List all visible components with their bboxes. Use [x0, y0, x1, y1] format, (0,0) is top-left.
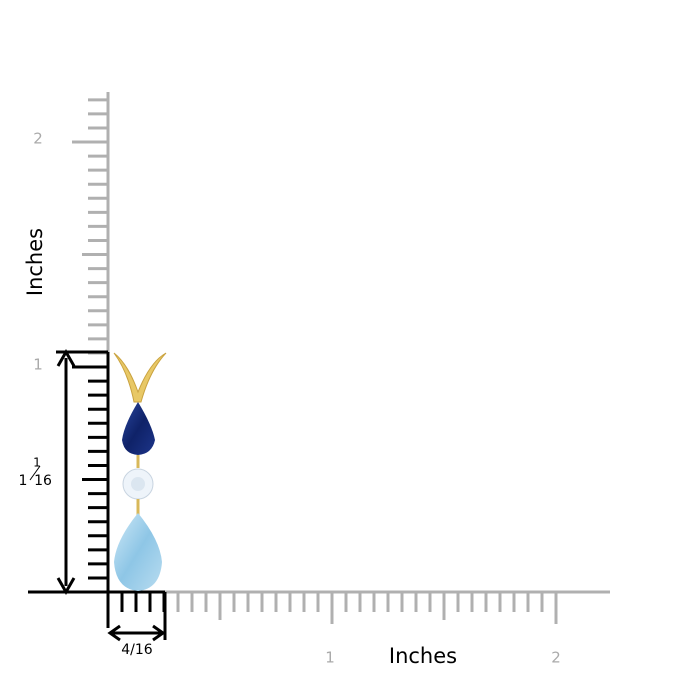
width-arrowheads [107, 624, 166, 642]
height-whole: 1 [19, 473, 28, 489]
pendant [113, 352, 167, 591]
y-tick-label: 2 [33, 130, 43, 148]
height-denominator: 16 [34, 473, 52, 489]
x-tick-label: 1 [325, 649, 335, 667]
height-numerator: 1 [33, 456, 41, 470]
y-axis-label: Inches [23, 228, 47, 296]
x-axis-label: Inches [389, 644, 457, 668]
fraction-bar [29, 465, 41, 481]
width-label: 4/16 [121, 642, 153, 658]
x-tick-label: 2 [551, 649, 561, 667]
y-tick-label: 1 [33, 356, 43, 374]
